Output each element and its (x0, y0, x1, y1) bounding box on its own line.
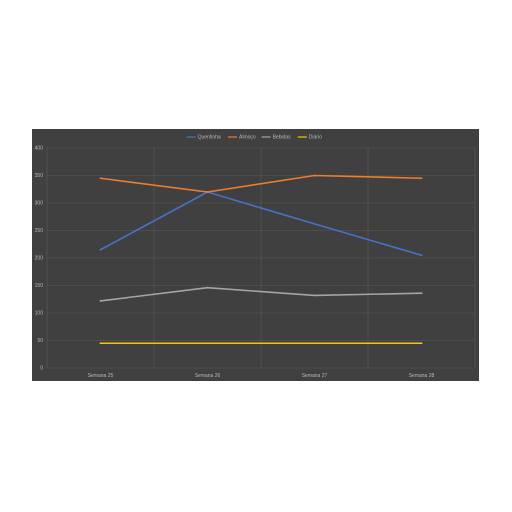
data-point (420, 177, 423, 180)
data-point (206, 286, 209, 289)
x-tick-label: Semana 27 (302, 373, 328, 379)
x-tick-label: Semana 25 (88, 373, 114, 379)
x-tick-label: Semana 28 (409, 373, 435, 379)
y-tick-label: 200 (35, 256, 44, 262)
y-tick-label: 350 (35, 173, 44, 179)
y-tick-label: 100 (35, 311, 44, 317)
legend-label: Diário (309, 135, 322, 141)
data-point (206, 342, 209, 345)
data-point (420, 342, 423, 345)
data-point (99, 177, 102, 180)
data-point (313, 174, 316, 177)
series-line (99, 174, 423, 193)
data-point (99, 342, 102, 345)
legend-label: Quentinha (198, 135, 221, 141)
data-point (420, 292, 423, 295)
data-point (313, 294, 316, 297)
y-tick-label: 150 (35, 283, 44, 289)
chart-container: 0 50 100 150 200 250 300 350 400 Semana 25 Semana… (32, 129, 479, 381)
y-tick-label: 300 (35, 201, 44, 207)
series-line (99, 191, 423, 257)
y-tick-label: 250 (35, 228, 44, 234)
data-point (99, 248, 102, 251)
y-tick-label: 400 (35, 146, 44, 152)
x-tick-label: Semana 26 (195, 373, 221, 379)
data-point (313, 223, 316, 225)
y-tick-label: 50 (37, 338, 43, 344)
series-lines (99, 174, 423, 345)
legend-label: Bebidas (273, 135, 292, 141)
x-axis-ticks: Semana 25 Semana 26 Semana 27 Semana 28 (88, 373, 435, 379)
y-axis-ticks: 0 50 100 150 200 250 300 350 400 (35, 146, 44, 372)
series-line (99, 286, 423, 302)
data-point (313, 342, 316, 345)
gridlines (46, 147, 476, 369)
legend: Quentinha Almoço Bebidas Diário (186, 135, 322, 141)
data-point (420, 254, 423, 257)
y-tick-label: 0 (40, 366, 43, 372)
legend-label: Almoço (239, 135, 256, 141)
data-point (99, 300, 102, 302)
data-point (206, 191, 209, 193)
